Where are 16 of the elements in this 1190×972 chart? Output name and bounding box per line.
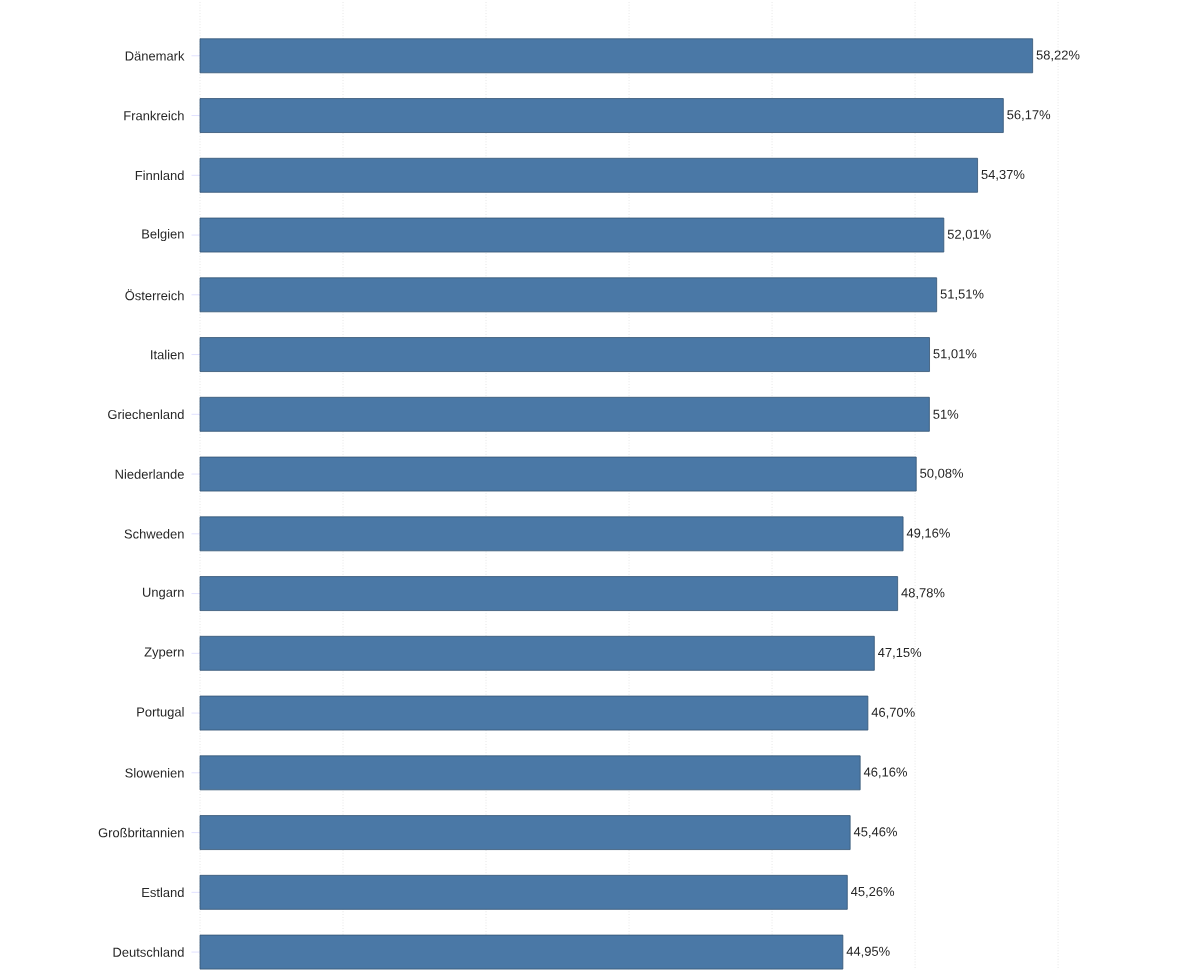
bar xyxy=(199,755,861,791)
bar xyxy=(199,277,938,313)
bar xyxy=(199,516,904,552)
bar xyxy=(199,396,930,432)
bar xyxy=(199,576,899,611)
bar xyxy=(199,157,978,193)
bar xyxy=(199,456,917,492)
bar xyxy=(199,98,1004,133)
bar xyxy=(199,635,875,671)
bar xyxy=(199,874,848,910)
bar xyxy=(199,815,851,850)
bar xyxy=(199,38,1034,74)
bar xyxy=(199,337,930,372)
bar xyxy=(199,217,945,253)
bar xyxy=(199,934,844,970)
bar xyxy=(199,695,869,731)
